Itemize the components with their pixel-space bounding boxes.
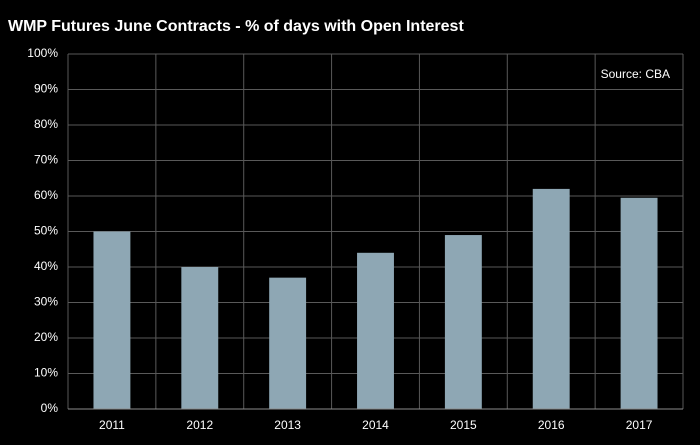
- bar: [93, 231, 131, 409]
- x-tick-label: 2015: [450, 418, 477, 432]
- bar: [269, 277, 307, 409]
- annotation: Source: CBA: [601, 67, 670, 81]
- x-tick-label: 2014: [362, 418, 389, 432]
- y-tick-label: 50%: [34, 224, 58, 238]
- y-tick-label: 10%: [34, 366, 58, 380]
- bar: [620, 197, 658, 409]
- bar: [357, 252, 394, 409]
- y-tick-label: 30%: [34, 295, 58, 309]
- y-tick-label: 20%: [34, 330, 58, 344]
- x-tick-label: 2011: [99, 418, 125, 432]
- chart-title: WMP Futures June Contracts - % of days w…: [8, 18, 464, 35]
- y-tick-label: 60%: [34, 188, 58, 202]
- y-tick-label: 0%: [41, 401, 59, 415]
- y-tick-label: 90%: [34, 82, 58, 96]
- y-tick-label: 70%: [34, 153, 58, 167]
- bar: [181, 267, 219, 409]
- y-tick-label: 80%: [34, 117, 58, 131]
- y-tick-label: 40%: [34, 259, 58, 273]
- y-tick-label: 100%: [27, 46, 58, 60]
- x-tick-label: 2012: [186, 418, 213, 432]
- x-tick-label: 2013: [274, 418, 301, 432]
- bar: [532, 188, 570, 409]
- x-tick-label: 2016: [538, 418, 565, 432]
- bar: [444, 235, 482, 409]
- x-tick-label: 2017: [626, 418, 653, 432]
